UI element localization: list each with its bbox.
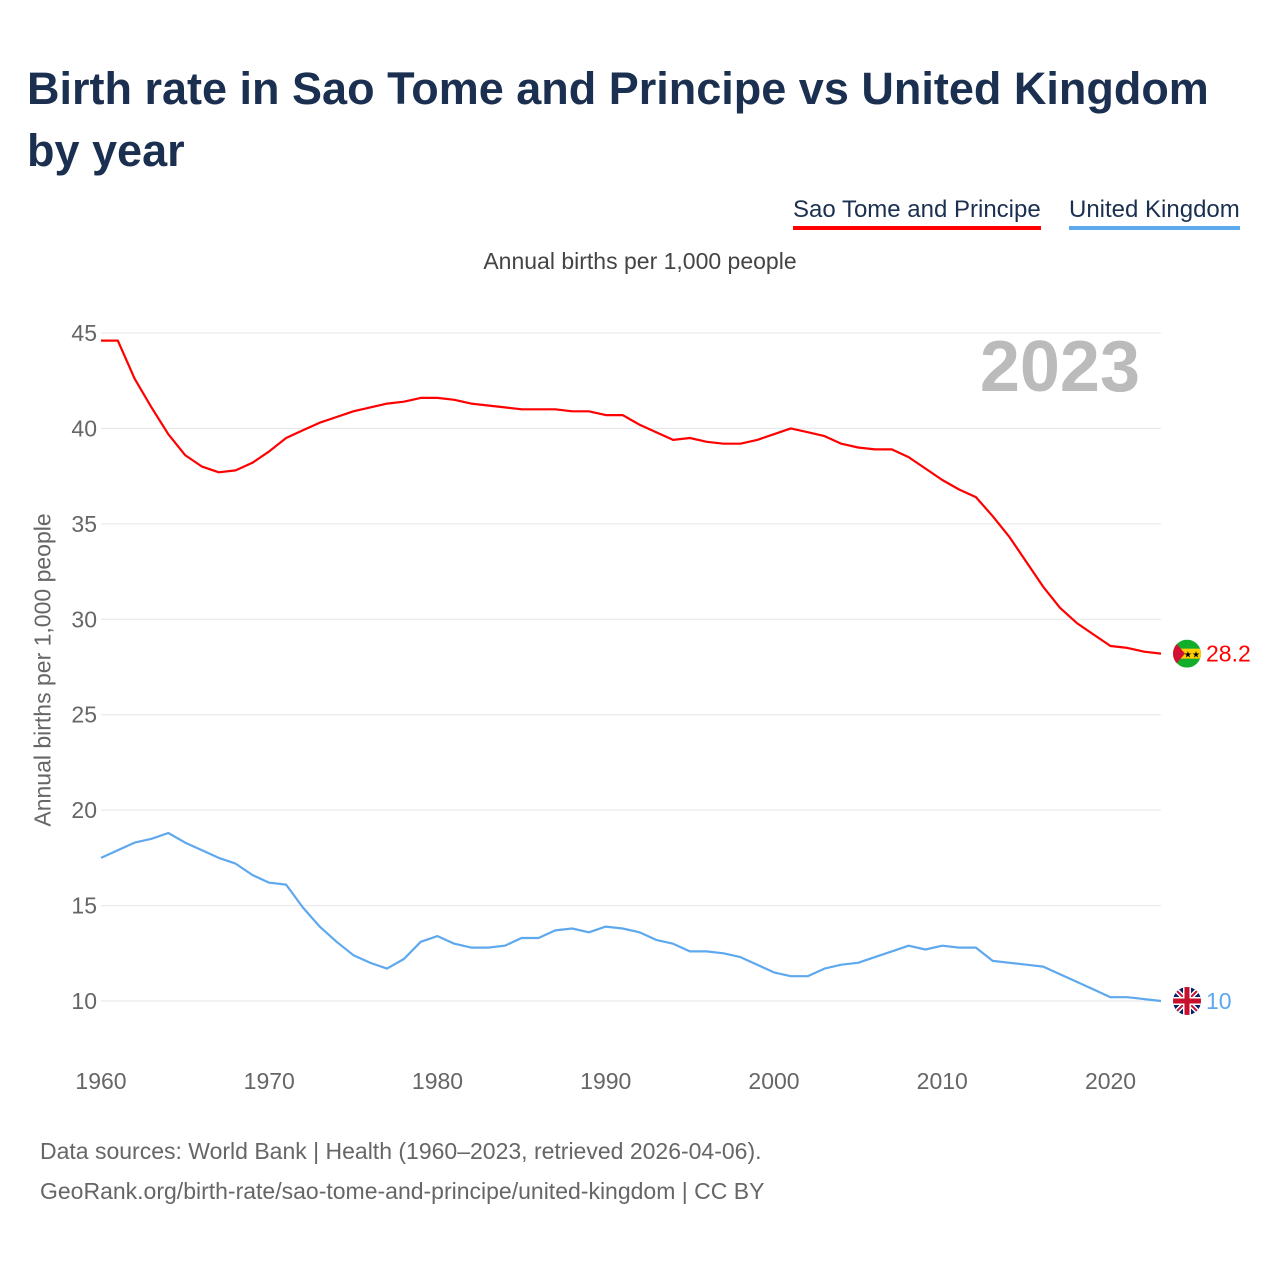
x-tick-label: 1990	[580, 1068, 631, 1094]
chart-subtitle: Annual births per 1,000 people	[483, 248, 797, 274]
x-tick-label: 2020	[1085, 1068, 1136, 1094]
x-tick-label: 2010	[917, 1068, 968, 1094]
y-tick-label: 20	[71, 797, 97, 823]
chart-title: Birth rate in Sao Tome and Principe vs U…	[27, 63, 1209, 176]
series-line-united-kingdom	[100, 831, 1162, 1003]
legend-item-sao-tome-and-principe[interactable]: Sao Tome and Principe	[793, 196, 1041, 230]
gridlines	[101, 332, 1161, 1002]
y-tick-labels: 10 15 20 25 30 35 40 45	[71, 320, 97, 1014]
y-tick-label: 15	[71, 893, 97, 919]
sao-tome-flag-icon: ★★	[1173, 639, 1201, 668]
series-line-sao-tome-and-principe	[101, 339, 1162, 655]
footer-sources: Data sources: World Bank | Health (1960–…	[40, 1138, 762, 1164]
y-tick-label: 10	[71, 988, 97, 1014]
x-tick-label: 1980	[412, 1068, 463, 1094]
footer-attribution: GeoRank.org/birth-rate/sao-tome-and-prin…	[40, 1178, 765, 1204]
x-tick-labels: 1960 1970 1980 1990 2000 2010 2020	[75, 1068, 1136, 1094]
y-tick-label: 40	[71, 415, 97, 441]
y-tick-label: 35	[71, 511, 97, 537]
y-tick-label: 25	[71, 702, 97, 728]
x-tick-label: 1960	[75, 1068, 126, 1094]
x-tick-label: 1970	[244, 1068, 295, 1094]
end-value-label: 10	[1206, 988, 1232, 1014]
y-tick-label: 45	[71, 320, 97, 346]
year-watermark: 2023	[980, 327, 1140, 407]
end-value-label: 28.2	[1206, 641, 1251, 667]
y-tick-label: 30	[71, 606, 97, 632]
uk-flag-icon	[1173, 987, 1201, 1015]
x-tick-label: 2000	[748, 1068, 799, 1094]
svg-text:★★: ★★	[1184, 650, 1200, 660]
legend-item-united-kingdom[interactable]: United Kingdom	[1069, 196, 1240, 230]
